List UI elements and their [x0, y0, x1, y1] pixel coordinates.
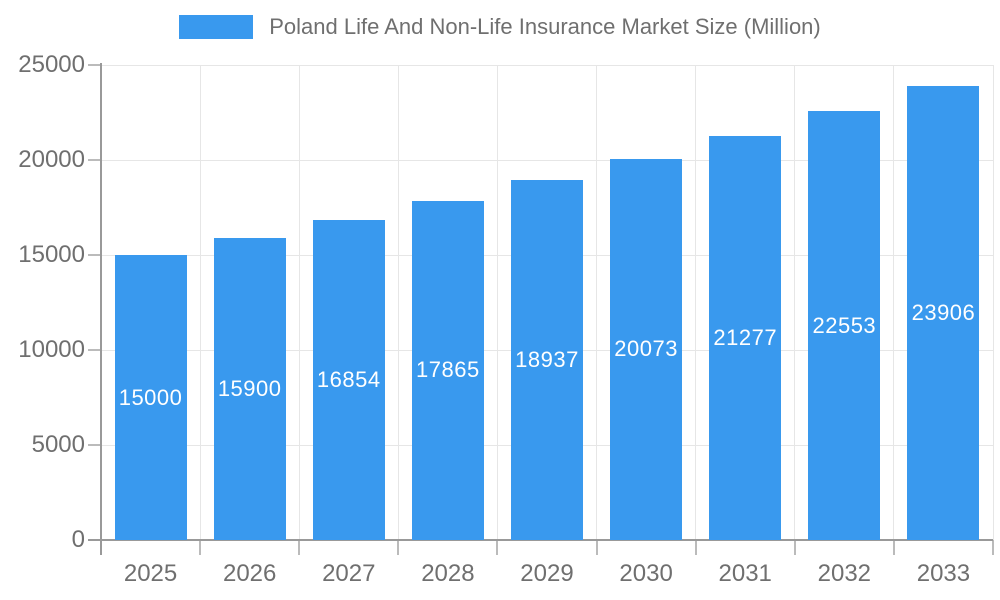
gridline-v — [695, 65, 697, 540]
x-tick — [992, 540, 994, 555]
y-tick-label: 5000 — [31, 431, 85, 458]
gridline-v — [397, 65, 399, 540]
x-tick-label: 2026 — [222, 560, 277, 587]
y-tick-label: 10000 — [18, 336, 85, 363]
gridline-h — [101, 64, 993, 66]
bar: 18937 — [511, 180, 583, 540]
y-tick — [88, 349, 101, 351]
bar-value-label: 21277 — [713, 324, 778, 350]
y-tick-label: 20000 — [18, 146, 85, 173]
gridline-v — [794, 65, 796, 540]
y-tick — [88, 159, 101, 161]
bar-value-label: 18937 — [515, 347, 579, 373]
bar: 15900 — [213, 237, 286, 540]
legend-swatch — [179, 15, 254, 39]
gridline-v — [298, 65, 300, 540]
bar: 17865 — [411, 200, 484, 540]
x-tick — [199, 540, 202, 555]
gridline-v — [199, 65, 201, 540]
x-tick-label: 2029 — [520, 560, 574, 587]
y-tick-label: 25000 — [18, 51, 85, 78]
y-axis-line — [100, 63, 102, 555]
y-tick-label: 0 — [71, 526, 85, 553]
y-tick — [88, 254, 101, 256]
x-tick — [694, 540, 697, 555]
x-tick — [892, 540, 895, 555]
x-axis-line — [101, 539, 993, 541]
x-tick-label: 2025 — [123, 560, 178, 587]
x-tick — [793, 540, 796, 555]
bar-value-label: 15900 — [217, 375, 282, 401]
y-tick-label: 15000 — [18, 241, 85, 268]
y-tick — [88, 444, 101, 446]
bar-value-label: 17865 — [416, 357, 480, 383]
gridline-v — [992, 65, 994, 540]
bar: 22553 — [808, 111, 881, 540]
bar-value-label: 20073 — [614, 336, 678, 362]
bar: 23906 — [907, 85, 980, 540]
gridline-v — [893, 65, 895, 540]
bar-value-label: 23906 — [911, 299, 976, 325]
x-tick-label: 2028 — [421, 560, 475, 587]
x-tick-label: 2027 — [322, 560, 376, 587]
chart-legend: Poland Life And Non-Life Insurance Marke… — [0, 14, 1000, 40]
x-tick-label: 2030 — [619, 560, 673, 587]
bar-value-label: 16854 — [316, 366, 381, 392]
bar: 16854 — [312, 219, 385, 540]
x-tick — [397, 540, 400, 555]
y-tick — [88, 539, 101, 541]
x-tick — [595, 540, 598, 555]
legend-label: Poland Life And Non-Life Insurance Marke… — [269, 14, 821, 39]
y-tick — [88, 64, 101, 66]
x-tick — [496, 540, 499, 555]
bar-value-label: 15000 — [118, 384, 183, 410]
gridline-v — [496, 65, 498, 540]
x-tick-label: 2032 — [817, 560, 872, 587]
gridline-v — [596, 65, 598, 540]
x-tick-label: 2033 — [916, 560, 971, 587]
bar-value-label: 22553 — [812, 312, 877, 338]
x-tick-label: 2031 — [718, 560, 772, 587]
gridline-h — [101, 159, 993, 161]
bar: 20073 — [610, 158, 683, 540]
bar: 15000 — [114, 255, 187, 540]
bar: 21277 — [709, 135, 782, 540]
x-tick — [298, 540, 301, 555]
